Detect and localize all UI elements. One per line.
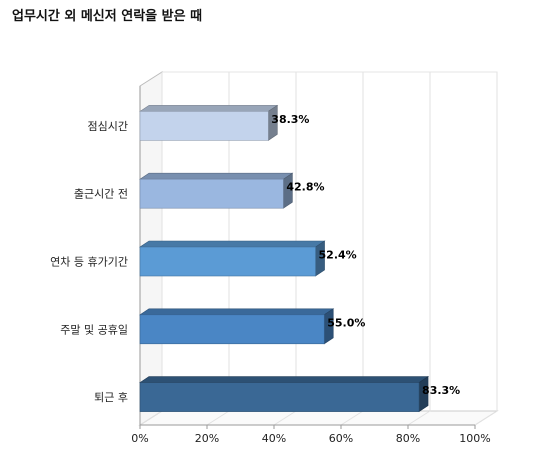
gridline	[407, 72, 431, 426]
category-label: 연차 등 휴가기간	[50, 256, 128, 269]
bar-top-face	[139, 105, 279, 112]
bar	[139, 246, 316, 277]
chart-title: 업무시간 외 메신저 연락을 받은 때	[12, 9, 203, 24]
plot-floor	[138, 410, 499, 426]
category-label: 점심시간	[88, 120, 128, 133]
data-label: 55.0%	[327, 316, 365, 329]
x-tick-label: 0%	[131, 432, 148, 445]
data-label: 38.3%	[271, 113, 309, 126]
bar	[139, 314, 325, 345]
x-tick-label: 40%	[262, 432, 286, 445]
bar-top-face	[139, 240, 326, 248]
x-tick-label: 100%	[459, 432, 490, 445]
data-label: 83.3%	[422, 384, 460, 397]
bar	[139, 178, 284, 209]
category-label: 퇴근 후	[94, 391, 128, 404]
bar-top-face	[139, 308, 335, 316]
bar	[139, 382, 420, 412]
bar	[139, 111, 269, 141]
bar-top-face	[139, 172, 294, 180]
bar-top-face	[139, 376, 430, 383]
x-tick-label: 20%	[195, 432, 219, 445]
x-tick-label: 80%	[396, 432, 420, 445]
gridline	[474, 72, 498, 426]
data-label: 42.8%	[286, 181, 324, 194]
data-label: 52.4%	[319, 249, 357, 262]
category-label: 주말 및 공휴일	[60, 322, 128, 336]
category-label: 출근시간 전	[74, 188, 128, 201]
x-tick-label: 60%	[329, 432, 353, 445]
